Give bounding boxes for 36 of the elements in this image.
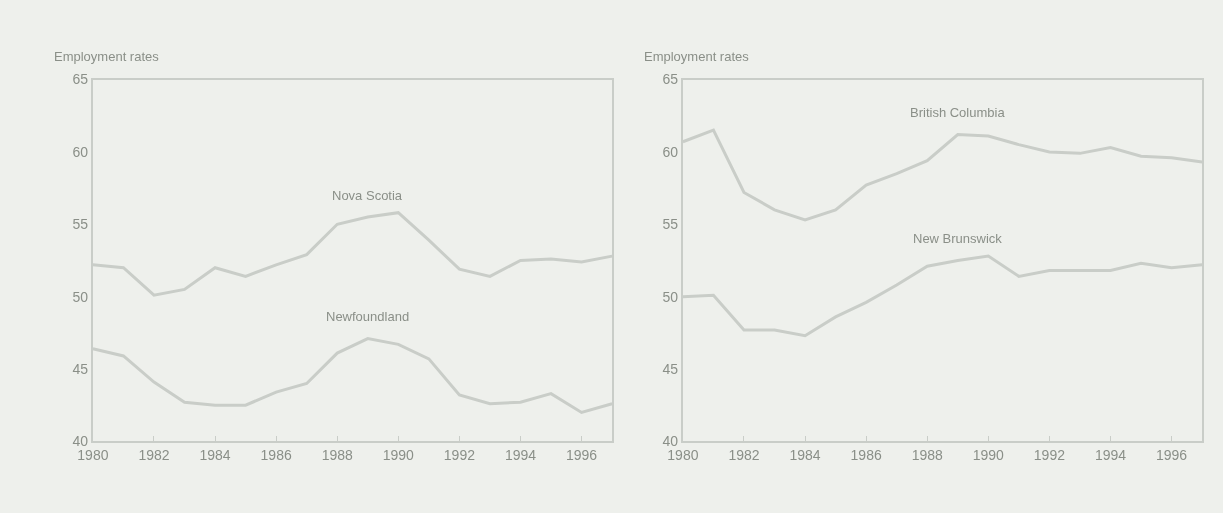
y-tick-label: 65 — [72, 71, 89, 88]
x-tick-label: 1988 — [321, 447, 354, 464]
x-tick-label: 1980 — [77, 447, 109, 464]
y-tick-label: 60 — [662, 143, 679, 160]
x-tick-label: 1982 — [138, 447, 170, 464]
series-label: Newfoundland — [326, 309, 410, 324]
x-tick-label: 1996 — [1155, 447, 1188, 464]
y-tick-label: 65 — [662, 71, 679, 88]
x-tick-label: 1982 — [728, 447, 760, 464]
x-tick-label: 1980 — [667, 447, 699, 464]
x-tick-label: 1992 — [443, 447, 476, 464]
x-tick-label: 1992 — [1033, 447, 1066, 464]
y-tick-label: 55 — [662, 216, 679, 233]
x-tick-label: 1986 — [260, 447, 292, 464]
x-tick-label: 1996 — [565, 447, 598, 464]
y-tick-label: 45 — [662, 360, 679, 377]
y-tick-label: 60 — [72, 143, 89, 160]
series-label: Nova Scotia — [332, 188, 403, 203]
x-tick-label: 1984 — [199, 447, 231, 464]
x-tick-label: 1994 — [504, 447, 537, 464]
y-tick-label: 55 — [72, 216, 89, 233]
series-label: New Brunswick — [913, 231, 1003, 246]
x-tick-label: 1990 — [972, 447, 1005, 464]
series-label: British Columbia — [910, 105, 1006, 120]
x-tick-label: 1994 — [1094, 447, 1127, 464]
x-tick-label: 1988 — [911, 447, 944, 464]
y-tick-label: 50 — [72, 288, 89, 305]
y-tick-label: 40 — [662, 433, 679, 450]
x-tick-label: 1990 — [382, 447, 415, 464]
y-tick-label: 45 — [72, 360, 89, 377]
x-tick-label: 1986 — [850, 447, 882, 464]
y-tick-label: 50 — [662, 288, 679, 305]
y-axis-title: Employment rates — [644, 49, 750, 64]
y-tick-label: 40 — [72, 433, 89, 450]
x-tick-label: 1984 — [789, 447, 821, 464]
y-axis-title: Employment rates — [54, 49, 160, 64]
